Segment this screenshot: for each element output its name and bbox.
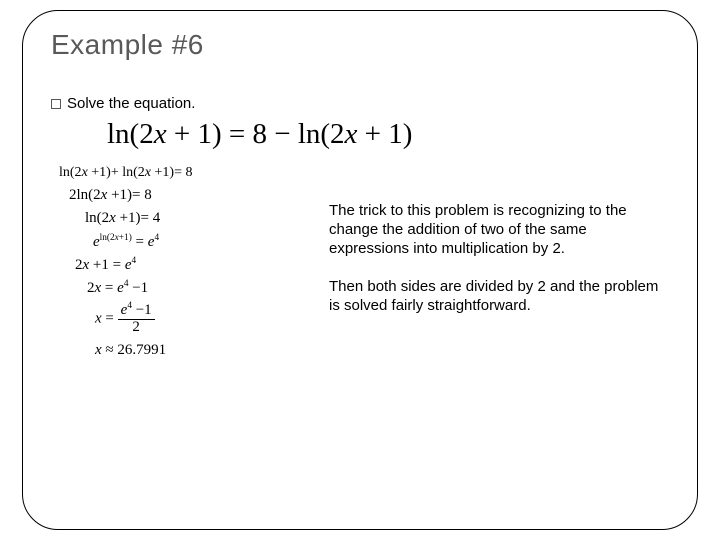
bullet-box-icon (51, 99, 61, 109)
step-7: x = e4 −12 (95, 303, 311, 336)
step-2: 2ln(2x +1)= 8 (69, 187, 311, 204)
bullet-row: Solve the equation. (51, 95, 669, 112)
bullet-text: Solve the equation. (67, 95, 195, 112)
explanation-p2: Then both sides are divided by 2 and the… (329, 277, 659, 315)
step-6: 2x = e4 −1 (87, 280, 311, 297)
work-steps: ln(2x +1)+ ln(2x +1)= 8 2ln(2x +1)= 8 ln… (51, 165, 311, 365)
step-4: eln(2x+1) = e4 (93, 234, 311, 251)
slide-title: Example #6 (51, 29, 669, 61)
step-8: x ≈ 26.7991 (95, 342, 311, 359)
content-row: ln(2x +1)+ ln(2x +1)= 8 2ln(2x +1)= 8 ln… (51, 165, 669, 365)
explanation-p1: The trick to this problem is recognizing… (329, 201, 659, 259)
step-3: ln(2x +1)= 4 (85, 210, 311, 227)
step-1: ln(2x +1)+ ln(2x +1)= 8 (59, 165, 311, 181)
step-5: 2x +1 = e4 (75, 257, 311, 274)
main-equation: ln(2x + 1) = 8 − ln(2x + 1) (107, 118, 669, 151)
slide-frame: Example #6 Solve the equation. ln(2x + 1… (22, 10, 698, 530)
explanation: The trick to this problem is recognizing… (329, 165, 659, 333)
